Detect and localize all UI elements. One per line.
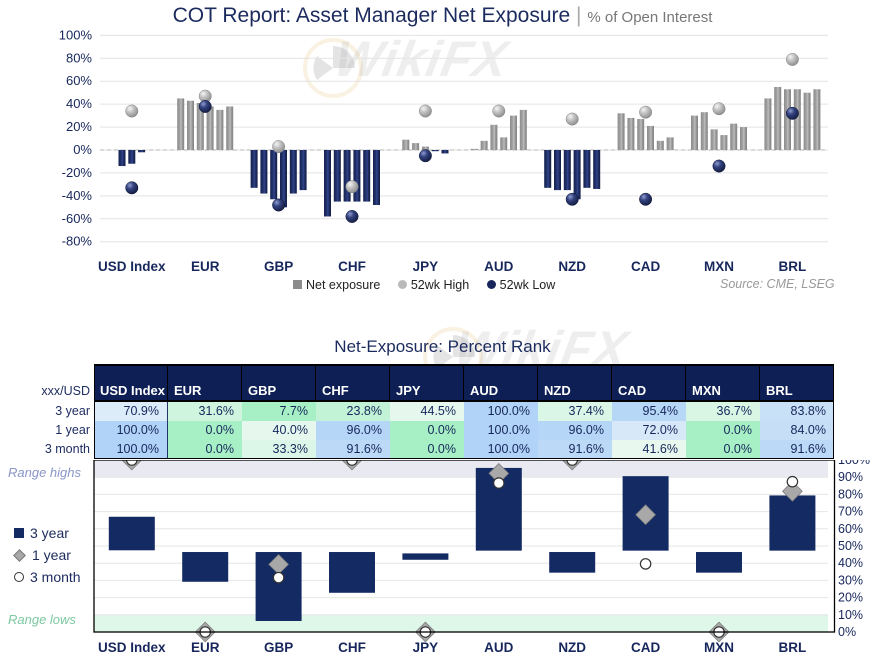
svg-text:AUD: AUD	[484, 640, 513, 655]
svg-text:GBP: GBP	[264, 640, 293, 655]
svg-text:EUR: EUR	[191, 640, 220, 655]
svg-text:40%: 40%	[838, 556, 863, 570]
svg-text:50%: 50%	[838, 539, 863, 553]
svg-text:20%: 20%	[838, 591, 863, 605]
svg-text:BRL: BRL	[779, 640, 807, 655]
svg-text:CAD: CAD	[631, 640, 660, 655]
svg-text:JPY: JPY	[413, 640, 439, 655]
svg-text:90%: 90%	[838, 470, 863, 484]
svg-text:80%: 80%	[838, 487, 863, 501]
svg-text:100%: 100%	[838, 460, 870, 467]
svg-text:0%: 0%	[838, 625, 856, 639]
svg-text:CHF: CHF	[338, 640, 366, 655]
svg-text:USD Index: USD Index	[98, 640, 166, 655]
svg-text:60%: 60%	[838, 522, 863, 536]
svg-text:10%: 10%	[838, 608, 863, 622]
svg-text:MXN: MXN	[704, 640, 734, 655]
svg-text:70%: 70%	[838, 505, 863, 519]
svg-text:30%: 30%	[838, 573, 863, 587]
svg-text:NZD: NZD	[558, 640, 586, 655]
